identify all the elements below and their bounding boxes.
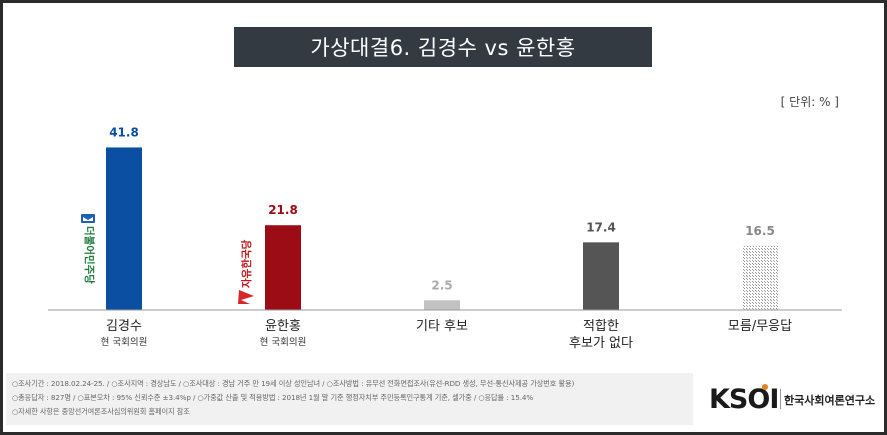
democratic-party-logo-text: 더불어민주당: [83, 226, 96, 284]
value-label-3: 2.5: [431, 278, 452, 292]
chart-title: 가상대결6. 김경수 vs 윤한홍: [234, 27, 652, 67]
democratic-party-logo: 더불어민주당: [81, 214, 96, 284]
liberty-korea-party-logo: 자유한국당: [238, 239, 254, 304]
brand-name: 한국사회여론연구소: [784, 394, 876, 407]
category-label-3: 기타 후보: [416, 319, 468, 334]
bar-3: [424, 300, 460, 310]
bar-4: [583, 242, 619, 310]
survey-note-line-2: ○총응답자 : 827명 / ○표본오차 : 95% 신뢰수준 ±3.4%p /…: [12, 393, 534, 402]
bar-5: [742, 245, 778, 310]
category-sublabel-2: 현 국회의원: [260, 337, 307, 348]
ksoi-logo-text: KSOI: [709, 384, 778, 415]
value-label-2: 21.8: [268, 203, 298, 217]
category-label-5: 모름/무응답: [728, 319, 792, 334]
bar-1: [106, 147, 142, 310]
bar-2: [265, 225, 301, 310]
value-label-5: 16.5: [745, 224, 775, 238]
category-label-1: 김경수: [106, 319, 142, 334]
category-sublabel-1: 현 국회의원: [101, 337, 148, 348]
category-label-4-line-2: 후보가 없다: [569, 336, 633, 351]
ksoi-logo: KSOI: [709, 384, 779, 415]
survey-notes: ○조사기간 : 2018.02.24-25. / ○조사지역 : 경상남도 / …: [6, 373, 693, 425]
category-label-4-line-1: 적합한: [583, 319, 619, 334]
category-label-2: 윤한홍: [265, 319, 301, 334]
value-label-1: 41.8: [109, 125, 139, 139]
unit-label: [ 단위: % ]: [780, 95, 839, 109]
liberty-korea-party-logo-text: 자유한국당: [240, 239, 253, 288]
value-label-4: 17.4: [586, 220, 616, 234]
survey-note-line-3: ○자세한 사항은 중앙선거여론조사심의위원회 홈페이지 참조: [12, 407, 190, 416]
survey-note-line-1: ○조사기간 : 2018.02.24-25. / ○조사지역 : 경상남도 / …: [12, 379, 575, 388]
brand-divider: [780, 389, 781, 409]
